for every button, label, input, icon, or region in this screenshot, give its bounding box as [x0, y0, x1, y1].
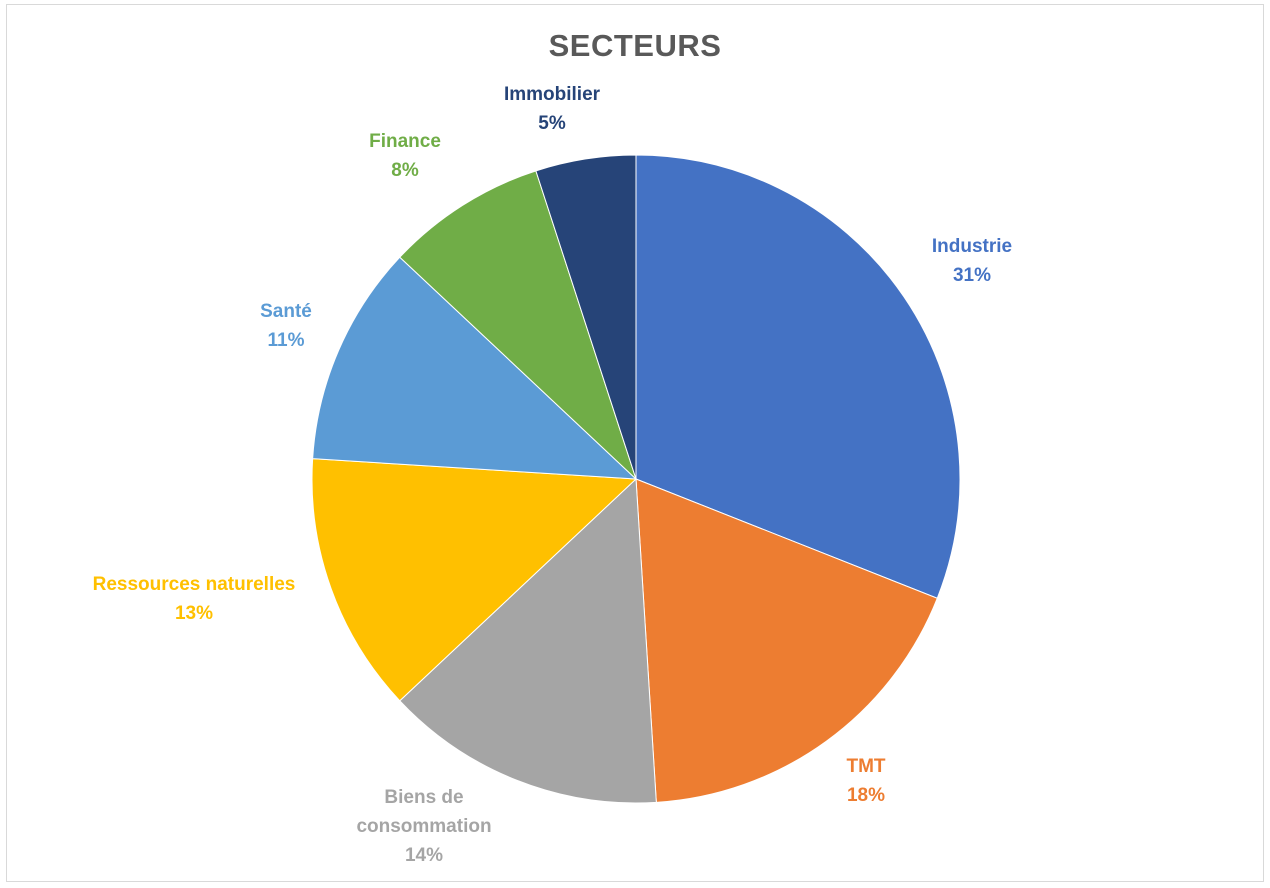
- data-label-value-finance: 8%: [391, 160, 419, 181]
- data-label-name-immobilier: Immobilier: [504, 84, 601, 105]
- pie-slice-industrie: [635, 154, 961, 599]
- data-label-value-biens-de-consommation: 14%: [405, 845, 443, 866]
- data-label-name-ressources-naturelles: Ressources naturelles: [93, 574, 296, 595]
- data-label-value-tmt: 18%: [847, 785, 885, 806]
- pie-slice-immobilier: [535, 154, 637, 480]
- pie-slices: [311, 154, 961, 804]
- data-label-value-ressources-naturelles: 13%: [175, 603, 213, 624]
- chart-title: SECTEURS: [548, 28, 722, 63]
- data-label-name-finance: Finance: [369, 131, 441, 152]
- data-label-value-immobilier: 5%: [538, 113, 566, 134]
- data-label-value-industrie: 31%: [953, 265, 991, 286]
- pie-slice-ressources-naturelles: [311, 458, 638, 702]
- pie-slice-tmt: [635, 478, 938, 803]
- data-label-name-biens-de-consommation-2: consommation: [356, 816, 491, 837]
- data-label-name-tmt: TMT: [846, 756, 885, 777]
- pie-slice-biens-de-consommation: [399, 477, 657, 804]
- data-label-name-industrie: Industrie: [932, 236, 1012, 257]
- pie-labels: Industrie 31% TMT 18% Biens de consommation 14…: [93, 84, 1013, 866]
- data-label-name-sante: Santé: [260, 301, 312, 322]
- data-label-value-sante: 11%: [268, 330, 305, 351]
- pie-slice-sante: [312, 256, 638, 480]
- data-label-name-biens-de-consommation-1: Biens de: [384, 787, 463, 808]
- pie-slice-finance: [399, 170, 637, 480]
